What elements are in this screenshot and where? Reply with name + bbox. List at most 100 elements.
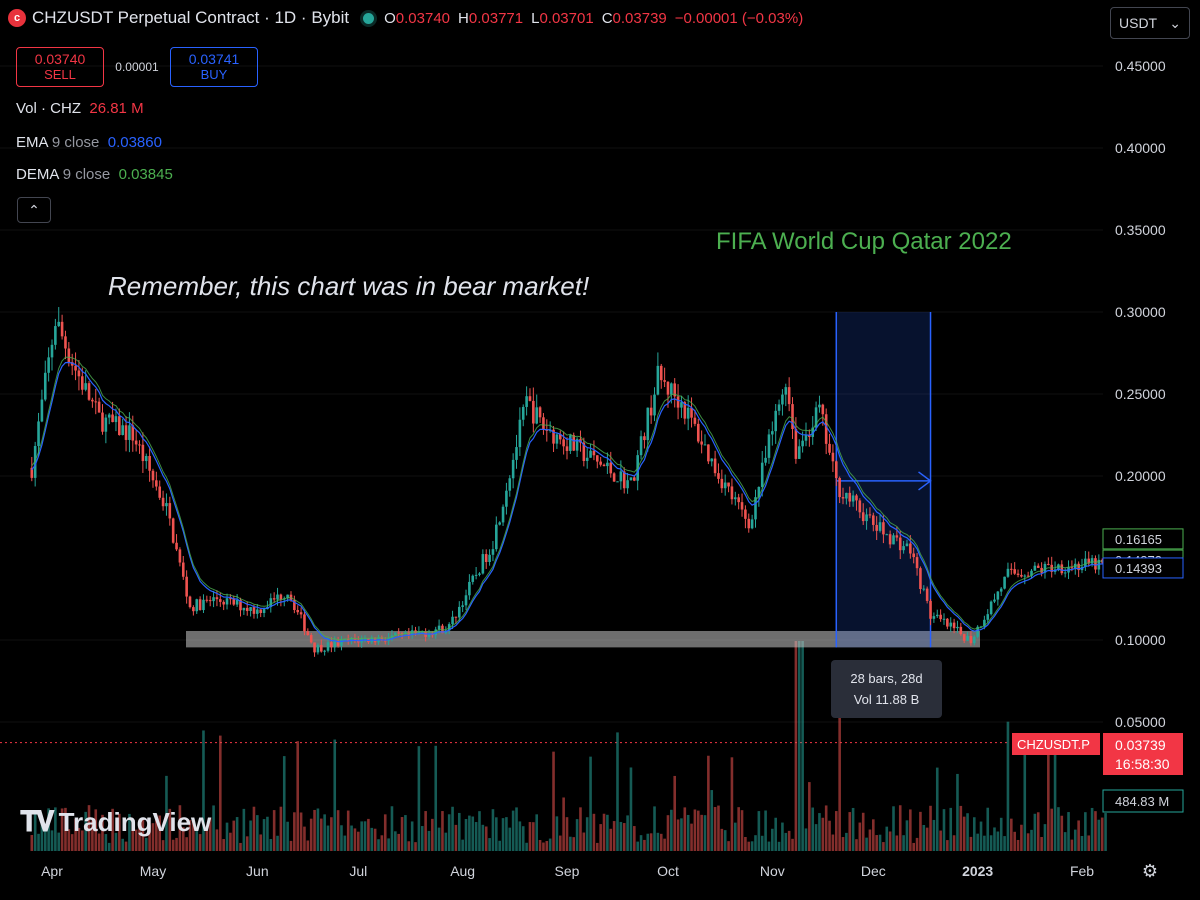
candle-body — [104, 417, 108, 432]
chart-header: c CHZUSDT Perpetual Contract · 1D · Bybi… — [8, 8, 803, 28]
volume-bar — [289, 840, 293, 851]
volume-bar — [340, 825, 343, 851]
candle-body — [666, 381, 670, 395]
candle-body — [569, 435, 572, 451]
candle-body — [784, 387, 788, 395]
volume-bar — [111, 808, 114, 851]
volume-bar — [680, 818, 683, 851]
candle-body — [198, 599, 202, 611]
candle-body — [639, 436, 643, 456]
volume-bar — [229, 832, 232, 851]
last-price-label: 0.03739 — [1115, 737, 1166, 753]
ohlc-values: O0.03740 H0.03771 L0.03701 C0.03739 −0.0… — [384, 10, 803, 27]
candle-body — [171, 518, 175, 543]
candle-body — [212, 597, 215, 602]
volume-bar — [370, 827, 374, 851]
fifa-note[interactable]: FIFA World Cup Qatar 2022 — [716, 228, 1012, 255]
volume-bar — [468, 815, 471, 851]
candle-body — [515, 447, 518, 460]
candle-body — [828, 443, 831, 453]
volume-bar — [966, 813, 969, 851]
candle-body — [178, 549, 182, 563]
candle-body — [1026, 575, 1030, 577]
candle-body — [222, 601, 225, 605]
volume-bar — [181, 827, 185, 851]
candle-body — [1094, 558, 1097, 570]
moving-averages — [31, 356, 1106, 643]
ema-legend[interactable]: EMA 9 close 0.03860 — [16, 134, 162, 151]
candle-body — [1060, 564, 1064, 574]
candle-body — [313, 642, 316, 653]
ohlc-close: C0.03739 — [601, 9, 667, 27]
candle-body — [50, 344, 54, 358]
volume-bar — [1104, 813, 1107, 851]
volume-bar — [569, 836, 572, 851]
candle-body — [192, 607, 195, 612]
volume-legend[interactable]: Vol · CHZ 26.81 M — [16, 100, 144, 117]
volume-bar — [629, 767, 633, 851]
candle-body — [107, 414, 111, 418]
candle-body — [723, 482, 727, 489]
volume-bar — [373, 828, 377, 851]
support-zone — [186, 630, 980, 648]
ohlc-change: −0.00001 (−0.03%) — [674, 9, 804, 27]
candle-body — [952, 622, 956, 629]
candle-body — [323, 650, 326, 652]
volume-bar — [424, 811, 427, 851]
candle-body — [97, 401, 101, 413]
candle-body — [834, 461, 838, 479]
candle-body — [717, 473, 720, 479]
volume-bar — [64, 807, 67, 851]
price-badge — [1102, 557, 1184, 579]
candle-body — [959, 626, 963, 635]
volume-bar — [797, 641, 801, 851]
candle-body — [498, 522, 501, 525]
volume-bar — [1070, 839, 1074, 851]
candle-body — [1036, 565, 1040, 568]
volume-bar — [972, 817, 976, 851]
volume-bar — [979, 821, 983, 851]
candle-body — [1084, 558, 1087, 567]
volume-bar — [293, 812, 296, 851]
volume-bar — [616, 732, 619, 851]
bear-market-note[interactable]: Remember, this chart was in bear market! — [108, 271, 590, 301]
volume-bar — [357, 831, 360, 851]
candle-body — [235, 599, 239, 605]
candle-body — [794, 429, 798, 459]
candle-body — [30, 467, 34, 478]
candle-body — [885, 534, 889, 536]
volume-bar — [70, 834, 74, 851]
candle-body — [922, 588, 926, 590]
collapse-legend-button[interactable]: ⌃ — [17, 197, 51, 223]
candle-body — [882, 522, 885, 535]
buy-button[interactable]: 0.03741 BUY — [170, 47, 258, 87]
volume-bar — [511, 810, 515, 851]
candle-body — [1030, 570, 1033, 576]
volume-bar — [757, 811, 761, 851]
gear-icon[interactable]: ⚙ — [1141, 861, 1158, 881]
dema-legend[interactable]: DEMA 9 close 0.03845 — [16, 166, 173, 183]
volume-bar — [178, 805, 182, 851]
volume-bar — [491, 809, 495, 851]
volume-bar — [272, 810, 276, 851]
candle-body — [606, 462, 609, 467]
tradingview-logo[interactable]: 𝐓𝐕 TradingView — [20, 806, 212, 837]
candle-body — [848, 492, 852, 502]
volume-bar — [124, 841, 128, 851]
volume-bar — [148, 824, 151, 851]
volume-bar — [703, 815, 707, 851]
sell-button[interactable]: 0.03740 SELL — [16, 47, 104, 87]
volume-bar — [771, 828, 774, 851]
volume-bar — [683, 807, 687, 851]
symbol-title[interactable]: CHZUSDT Perpetual Contract · 1D · Bybit — [32, 8, 350, 27]
candle-body — [983, 619, 986, 627]
volume-bar — [602, 813, 606, 851]
candle-body — [663, 380, 666, 382]
currency-select[interactable]: USDT ⌄ — [1110, 7, 1190, 39]
volume-bar — [767, 841, 771, 851]
volume-bar — [104, 834, 108, 851]
candle-body — [229, 598, 232, 600]
volume-bar — [1043, 824, 1047, 851]
